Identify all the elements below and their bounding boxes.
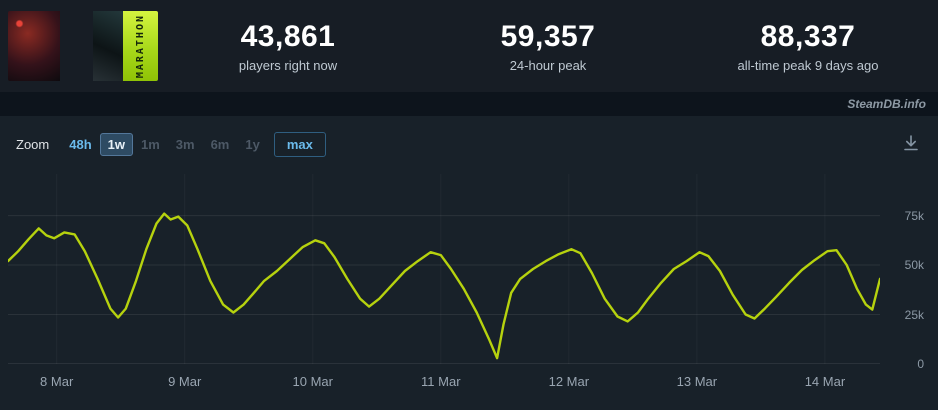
x-axis-labels: 8 Mar 9 Mar 10 Mar 11 Mar 12 Mar 13 Mar 14 Mar xyxy=(8,364,880,394)
marathon-logo-text: MARATHON xyxy=(135,13,146,79)
zoom-range-48h[interactable]: 48h xyxy=(61,133,99,156)
stat-24h-peak: 59,357 24-hour peak xyxy=(418,20,678,73)
stat-label: all-time peak 9 days ago xyxy=(737,57,879,73)
x-tick-label: 12 Mar xyxy=(548,374,590,389)
zoom-range-group: 48h 1w 1m 3m 6m 1y max xyxy=(61,131,326,157)
capsule-art-mid2 xyxy=(93,11,123,81)
zoom-label: Zoom xyxy=(16,136,50,152)
stat-label: players right now xyxy=(238,57,338,73)
y-tick-label: 25k xyxy=(904,307,924,322)
player-count-chart: 75k 50k 25k 0 8 Mar 9 Mar 10 Mar 11 Mar 12 Mar 1… xyxy=(8,174,924,394)
x-tick-label: 8 Mar xyxy=(40,374,74,389)
capsule-art-left xyxy=(8,11,60,81)
download-button[interactable] xyxy=(900,132,922,157)
zoom-range-6m[interactable]: 6m xyxy=(203,133,238,156)
stat-value: 59,357 xyxy=(500,19,596,53)
zoom-range-3m[interactable]: 3m xyxy=(168,133,203,156)
zoom-range-1y[interactable]: 1y xyxy=(237,133,267,156)
x-tick-label: 10 Mar xyxy=(292,374,333,389)
stats-header: MARATHON 43,861 players right now 59,357… xyxy=(0,0,938,92)
chart-panel: Zoom 48h 1w 1m 3m 6m 1y max 75k 50k 25k 0 8 Mar 9 … xyxy=(0,116,938,410)
x-tick-label: 11 Mar xyxy=(421,374,461,389)
y-tick-label: 50k xyxy=(904,258,924,273)
x-tick-label: 9 Mar xyxy=(168,374,202,389)
y-tick-label: 75k xyxy=(904,208,924,223)
y-axis-labels: 75k 50k 25k 0 xyxy=(884,174,924,371)
stat-value: 43,861 xyxy=(240,19,336,53)
stat-current-players: 43,861 players right now xyxy=(158,20,418,73)
stats-row: 43,861 players right now 59,357 24-hour … xyxy=(158,20,938,73)
stat-value: 88,337 xyxy=(760,19,856,53)
zoom-range-max[interactable]: max xyxy=(273,131,326,157)
chart-toolbar: Zoom 48h 1w 1m 3m 6m 1y max xyxy=(0,130,938,158)
chart-canvas[interactable] xyxy=(8,174,880,364)
stat-alltime-peak: 88,337 all-time peak 9 days ago xyxy=(678,20,938,73)
stat-label: 24-hour peak xyxy=(509,57,587,73)
x-tick-label: 14 Mar xyxy=(804,374,846,389)
x-tick-label: 13 Mar xyxy=(676,374,718,389)
marathon-logo: MARATHON xyxy=(123,11,158,81)
zoom-range-1m[interactable]: 1m xyxy=(133,133,168,156)
download-icon xyxy=(902,134,920,155)
capsule-art-mid1 xyxy=(60,11,93,81)
game-capsule[interactable]: MARATHON xyxy=(8,11,158,81)
steamdb-watermark: SteamDB.info xyxy=(847,97,926,111)
zoom-range-1w[interactable]: 1w xyxy=(99,132,133,156)
y-tick-label: 0 xyxy=(917,357,924,371)
watermark-strip: SteamDB.info xyxy=(0,92,938,116)
